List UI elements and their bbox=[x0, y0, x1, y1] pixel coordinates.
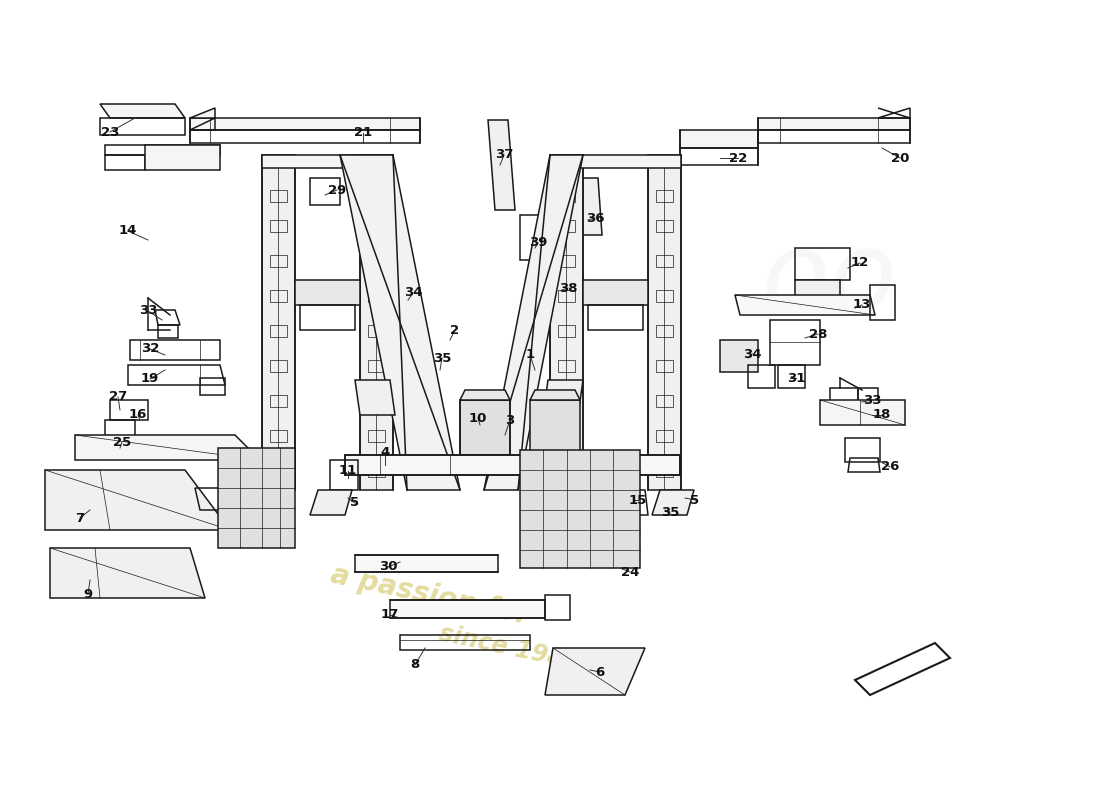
Polygon shape bbox=[652, 490, 694, 515]
Text: 25: 25 bbox=[113, 435, 131, 449]
Text: 1: 1 bbox=[526, 349, 535, 362]
Text: 23: 23 bbox=[101, 126, 119, 138]
Text: 26: 26 bbox=[881, 461, 899, 474]
Text: 20: 20 bbox=[891, 151, 910, 165]
Text: 18: 18 bbox=[872, 409, 891, 422]
Text: 8: 8 bbox=[410, 658, 419, 671]
Polygon shape bbox=[583, 280, 648, 305]
Polygon shape bbox=[310, 490, 352, 515]
Polygon shape bbox=[484, 155, 583, 490]
Polygon shape bbox=[680, 130, 758, 148]
Polygon shape bbox=[735, 295, 874, 315]
Text: 28: 28 bbox=[808, 327, 827, 341]
Polygon shape bbox=[100, 104, 185, 118]
Text: since 1985: since 1985 bbox=[438, 622, 583, 674]
Text: 31: 31 bbox=[786, 371, 805, 385]
Text: 39: 39 bbox=[529, 237, 547, 250]
Polygon shape bbox=[543, 380, 583, 415]
Polygon shape bbox=[855, 643, 950, 695]
Text: 35: 35 bbox=[432, 351, 451, 365]
Text: 14: 14 bbox=[119, 225, 138, 238]
Text: 4: 4 bbox=[381, 446, 389, 459]
Text: 36: 36 bbox=[585, 211, 604, 225]
Polygon shape bbox=[520, 450, 640, 568]
Text: 3: 3 bbox=[505, 414, 515, 426]
Text: 35: 35 bbox=[661, 506, 679, 518]
Text: a passion for: a passion for bbox=[328, 560, 532, 630]
Text: 5: 5 bbox=[351, 497, 360, 510]
Polygon shape bbox=[550, 155, 681, 168]
Text: 11: 11 bbox=[339, 465, 358, 478]
Polygon shape bbox=[550, 155, 583, 490]
Polygon shape bbox=[45, 470, 230, 530]
Polygon shape bbox=[355, 555, 498, 572]
Polygon shape bbox=[648, 155, 681, 490]
Polygon shape bbox=[190, 118, 420, 130]
Text: 17: 17 bbox=[381, 609, 399, 622]
Polygon shape bbox=[145, 145, 220, 170]
Polygon shape bbox=[75, 435, 260, 460]
Text: 10: 10 bbox=[469, 411, 487, 425]
Text: 30: 30 bbox=[378, 561, 397, 574]
Polygon shape bbox=[758, 118, 910, 130]
Text: 38: 38 bbox=[559, 282, 578, 294]
Polygon shape bbox=[460, 390, 510, 400]
Polygon shape bbox=[295, 280, 360, 305]
Polygon shape bbox=[540, 255, 590, 300]
Text: 34: 34 bbox=[404, 286, 422, 299]
Text: 21: 21 bbox=[354, 126, 372, 139]
Polygon shape bbox=[544, 648, 645, 695]
Polygon shape bbox=[820, 400, 905, 425]
Polygon shape bbox=[262, 155, 295, 490]
Text: 9: 9 bbox=[84, 587, 92, 601]
Text: 32: 32 bbox=[141, 342, 160, 355]
Polygon shape bbox=[576, 178, 602, 235]
Text: 19: 19 bbox=[141, 373, 160, 386]
Polygon shape bbox=[190, 108, 214, 118]
Text: 33: 33 bbox=[862, 394, 881, 406]
Polygon shape bbox=[530, 400, 580, 455]
Text: 33: 33 bbox=[139, 305, 157, 318]
Text: 27: 27 bbox=[109, 390, 128, 403]
Polygon shape bbox=[720, 340, 758, 372]
Text: 2: 2 bbox=[450, 323, 460, 337]
Polygon shape bbox=[50, 548, 205, 598]
Text: 24: 24 bbox=[620, 566, 639, 578]
Polygon shape bbox=[345, 455, 680, 475]
Text: 37: 37 bbox=[495, 149, 514, 162]
Text: 13: 13 bbox=[852, 298, 871, 311]
Polygon shape bbox=[218, 448, 295, 548]
Text: 5: 5 bbox=[691, 494, 700, 506]
Polygon shape bbox=[390, 600, 544, 618]
Text: 7: 7 bbox=[76, 511, 85, 525]
Text: oo: oo bbox=[762, 226, 898, 334]
Text: 6: 6 bbox=[595, 666, 605, 678]
Text: 29: 29 bbox=[328, 183, 346, 197]
Polygon shape bbox=[340, 155, 460, 490]
Polygon shape bbox=[488, 120, 515, 210]
Polygon shape bbox=[355, 380, 395, 415]
Text: 16: 16 bbox=[129, 409, 147, 422]
Polygon shape bbox=[360, 155, 393, 490]
Polygon shape bbox=[795, 280, 840, 305]
Polygon shape bbox=[262, 155, 393, 168]
Text: 22: 22 bbox=[729, 151, 747, 165]
Text: 34: 34 bbox=[742, 347, 761, 361]
Polygon shape bbox=[530, 390, 580, 400]
Polygon shape bbox=[460, 400, 510, 455]
Text: 12: 12 bbox=[851, 257, 869, 270]
Text: 15: 15 bbox=[629, 494, 647, 506]
